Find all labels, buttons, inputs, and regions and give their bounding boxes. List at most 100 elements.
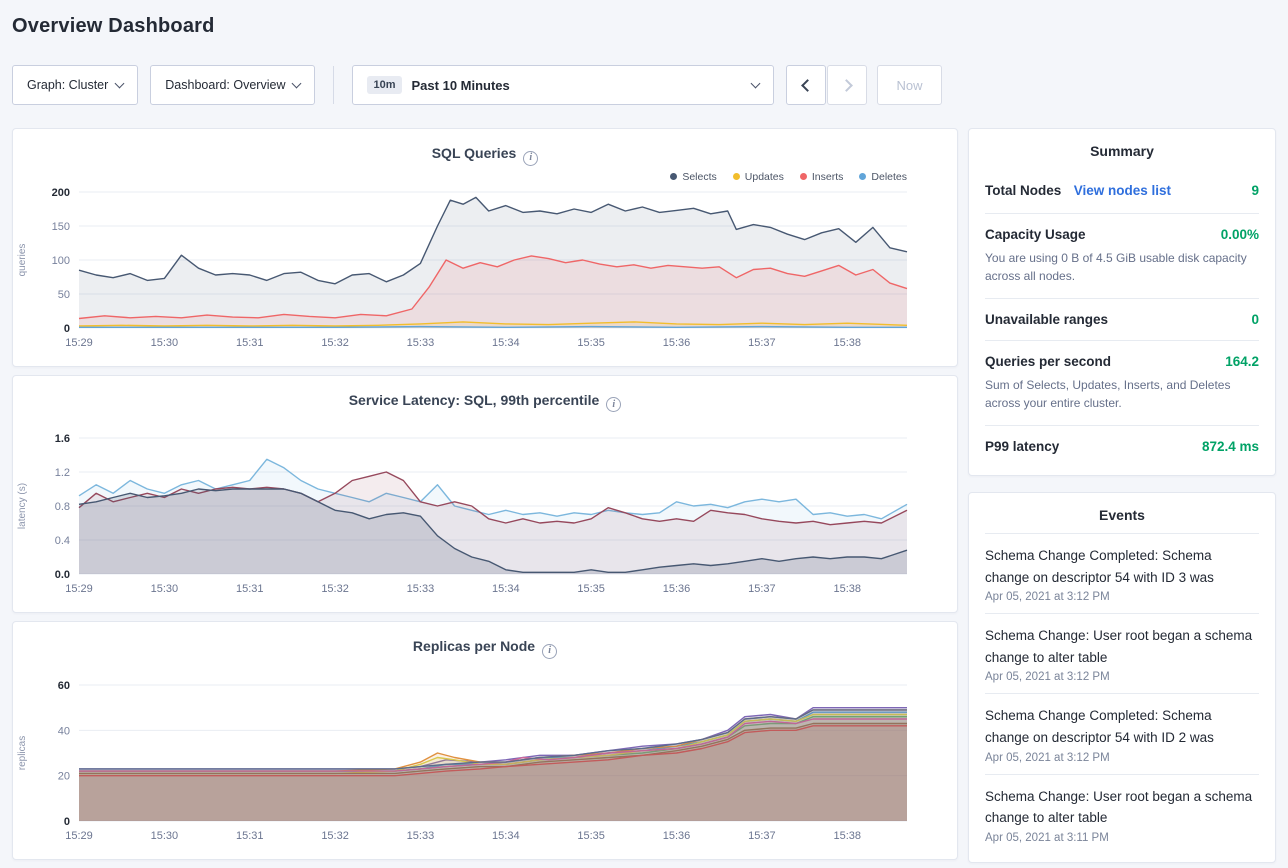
- info-icon[interactable]: [523, 150, 539, 166]
- event-timestamp: Apr 05, 2021 at 3:11 PM: [985, 831, 1109, 844]
- view-nodes-link[interactable]: View nodes list: [1073, 183, 1172, 198]
- svg-text:15:37: 15:37: [748, 583, 776, 595]
- event-text: Schema Change: User root began a schema …: [985, 788, 1253, 826]
- svg-text:200: 200: [52, 187, 70, 199]
- event-timestamp: Apr 05, 2021 at 3:12 PM: [985, 671, 1110, 684]
- info-icon[interactable]: [606, 397, 622, 412]
- svg-text:15:34: 15:34: [492, 830, 520, 842]
- svg-text:15:29: 15:29: [65, 830, 93, 842]
- svg-text:15:31: 15:31: [236, 583, 264, 595]
- legend-dot: [799, 173, 807, 180]
- chevron-down-icon: [292, 78, 302, 89]
- event-item: Schema Change: User root began a schema …: [985, 773, 1259, 854]
- svg-text:15:32: 15:32: [321, 583, 349, 595]
- chevron-right-icon: [840, 78, 853, 92]
- svg-text:0.0: 0.0: [55, 569, 70, 581]
- legend-label: Selects: [682, 170, 717, 183]
- summary-label: P99 latency: [985, 439, 1060, 454]
- info-icon[interactable]: [542, 643, 558, 659]
- svg-text:queries: queries: [17, 243, 28, 276]
- event-text: Schema Change Completed: Schema change o…: [985, 708, 1214, 745]
- event-item: Schema Change: User root began a schema …: [985, 613, 1259, 693]
- legend-item-selects[interactable]: Selects: [670, 170, 717, 183]
- svg-text:15:35: 15:35: [577, 583, 605, 595]
- svg-text:15:37: 15:37: [748, 830, 776, 842]
- dashboard-dropdown[interactable]: Dashboard: Overview: [150, 65, 316, 105]
- summary-description: Sum of Selects, Updates, Inserts, and De…: [985, 378, 1231, 410]
- chevron-left-icon: [801, 78, 814, 92]
- event-item: Schema Change Completed: Schema change o…: [985, 693, 1259, 773]
- graph-scope-dropdown[interactable]: Graph: Cluster: [12, 65, 139, 105]
- toolbar-divider: [333, 66, 335, 104]
- summary-label: Total Nodes: [985, 183, 1062, 198]
- svg-text:15:30: 15:30: [151, 583, 179, 595]
- summary-row-total-nodes: Total Nodes View nodes list 9: [985, 169, 1259, 213]
- svg-text:0.8: 0.8: [55, 501, 70, 513]
- replicas-per-node-chart[interactable]: 0 20 40 60 15:29 15:30 15:31 15:32 15:33 15:34 15:…: [13, 679, 957, 849]
- svg-text:15:37: 15:37: [748, 337, 776, 349]
- svg-text:1.6: 1.6: [55, 433, 70, 445]
- now-button[interactable]: Now: [877, 65, 942, 105]
- svg-text:15:29: 15:29: [65, 583, 93, 595]
- toolbar: Graph: Cluster Dashboard: Overview 10m P…: [12, 65, 1276, 105]
- svg-text:15:35: 15:35: [577, 337, 605, 349]
- legend-label: Deletes: [871, 170, 907, 183]
- event-timestamp: Apr 05, 2021 at 3:12 PM: [985, 591, 1110, 604]
- svg-text:100: 100: [52, 255, 70, 267]
- legend-item-updates[interactable]: Updates: [732, 170, 784, 183]
- summary-value: 0: [1251, 312, 1259, 327]
- chart-title: SQL Queries: [13, 143, 957, 166]
- legend-item-inserts[interactable]: Inserts: [799, 170, 844, 183]
- svg-text:15:31: 15:31: [236, 337, 264, 349]
- svg-text:15:38: 15:38: [833, 830, 861, 842]
- svg-text:15:35: 15:35: [577, 830, 605, 842]
- summary-row-p99-latency: P99 latency 872.4 ms: [985, 425, 1259, 467]
- svg-text:15:30: 15:30: [151, 337, 179, 349]
- svg-text:15:33: 15:33: [407, 830, 435, 842]
- legend-label: Inserts: [811, 170, 844, 183]
- svg-text:15:30: 15:30: [151, 830, 179, 842]
- svg-text:15:36: 15:36: [663, 583, 691, 595]
- svg-text:15:38: 15:38: [833, 337, 861, 349]
- svg-text:15:32: 15:32: [321, 337, 349, 349]
- main-content: SQL Queries Selects Updates Inserts: [12, 128, 1276, 863]
- dashboard-label: Dashboard: Overview: [165, 78, 286, 92]
- svg-text:15:34: 15:34: [492, 583, 520, 595]
- summary-label: Unavailable ranges: [985, 312, 1109, 327]
- time-forward-button[interactable]: [827, 65, 868, 105]
- summary-value: 164.2: [1225, 354, 1259, 369]
- svg-text:0.4: 0.4: [55, 535, 70, 547]
- svg-text:15:32: 15:32: [321, 830, 349, 842]
- time-range-picker[interactable]: 10m Past 10 Minutes: [352, 65, 775, 105]
- summary-title: Summary: [1090, 143, 1154, 159]
- legend-item-deletes[interactable]: Deletes: [859, 171, 907, 183]
- service-latency-card: Service Latency: SQL, 99th percentile 0.…: [12, 374, 958, 613]
- chevron-down-icon: [114, 78, 125, 89]
- svg-text:0: 0: [64, 323, 70, 335]
- time-range-label: Past 10 Minutes: [411, 77, 510, 93]
- time-interval-badge: 10m: [367, 76, 402, 94]
- chevron-down-icon: [751, 78, 761, 89]
- summary-label: Queries per second: [985, 354, 1112, 369]
- events-card: Events Schema Change Completed: Schema c…: [968, 492, 1276, 863]
- summary-value: 9: [1251, 183, 1259, 198]
- svg-text:15:36: 15:36: [663, 337, 691, 349]
- legend-label: Updates: [744, 170, 784, 183]
- chart-title-text: SQL Queries: [431, 145, 517, 161]
- service-latency-chart[interactable]: 0.0 0.4 0.8 1.2 1.6 15:29 15:30 15:31 15:32 15:33…: [13, 432, 957, 602]
- svg-text:0: 0: [64, 816, 70, 828]
- svg-text:50: 50: [58, 289, 70, 301]
- graph-scope-label: Graph: Cluster: [27, 78, 109, 92]
- svg-text:replicas: replicas: [17, 735, 28, 769]
- chart-title-text: Replicas per Node: [412, 638, 536, 654]
- svg-text:1.2: 1.2: [55, 467, 70, 479]
- sql-queries-chart[interactable]: 0 50 100 150 200 15:29 15:30 15:31 15:32 15:33 15:…: [13, 186, 957, 356]
- event-text: Schema Change: User root began a schema …: [985, 628, 1253, 665]
- replicas-per-node-card: Replicas per Node 0 20 40 60 15:29 15:30 15:31…: [12, 621, 958, 860]
- time-back-button[interactable]: [786, 65, 827, 105]
- legend-dot: [670, 173, 678, 180]
- summary-card: Summary Total Nodes View nodes list 9 Ca…: [968, 128, 1276, 476]
- summary-description: You are using 0 B of 4.5 GiB usable disk…: [985, 251, 1247, 283]
- svg-text:15:33: 15:33: [407, 337, 435, 349]
